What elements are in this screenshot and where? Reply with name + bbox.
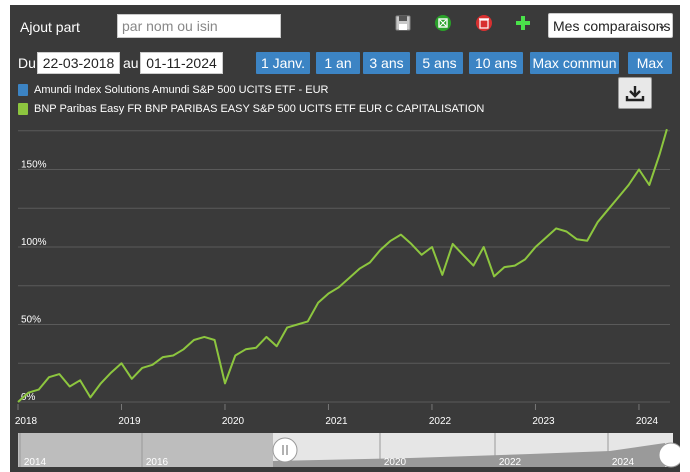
comparison-chart-panel: Ajout part Mes comparaisons ⌄ Du 22-03-: [10, 5, 680, 472]
range-button-3-ans[interactable]: 3 ans: [363, 52, 410, 74]
x-tick-label: 2018: [15, 416, 38, 427]
legend-label-amundi: Amundi Index Solutions Amundi S&P 500 UC…: [34, 84, 329, 96]
x-tick-label: 2019: [118, 416, 141, 427]
date-to-label: au: [123, 55, 139, 71]
range-button-5-ans[interactable]: 5 ans: [416, 52, 463, 74]
x-tick-label: 2023: [532, 416, 555, 427]
range-button-1-an[interactable]: 1 an: [316, 52, 360, 74]
navigator-label: 2016: [146, 457, 169, 468]
navigator-label: 2020: [384, 457, 407, 468]
legend-item-amundi[interactable]: Amundi Index Solutions Amundi S&P 500 UC…: [18, 84, 328, 96]
y-tick-label: 50%: [21, 315, 41, 326]
range-button-max-commun[interactable]: Max commun: [530, 52, 619, 74]
legend-swatch-amundi: [18, 84, 28, 96]
legend-label-bnp: BNP Paribas Easy FR BNP PARIBAS EASY S&P…: [34, 103, 485, 115]
date-from-input[interactable]: 22-03-2018: [37, 52, 120, 74]
navigator-label: 2022: [499, 457, 522, 468]
date-to-input[interactable]: 01-11-2024: [140, 52, 223, 74]
legend-swatch-bnp: [18, 103, 28, 115]
y-tick-label: 100%: [21, 237, 47, 248]
comparisons-select[interactable]: Mes comparaisons ⌄: [548, 13, 673, 38]
series-line-1: [17, 128, 668, 403]
navigator-handle-right[interactable]: [658, 442, 680, 468]
excel-icon[interactable]: [433, 13, 453, 33]
navigator-handle-left[interactable]: [272, 437, 298, 463]
navigator-label: 2014: [24, 457, 47, 468]
range-button-max[interactable]: Max: [628, 52, 672, 74]
delete-icon[interactable]: [474, 13, 494, 33]
legend-item-bnp[interactable]: BNP Paribas Easy FR BNP PARIBAS EASY S&P…: [18, 103, 484, 115]
add-icon[interactable]: [513, 13, 533, 33]
y-tick-label: 0%: [21, 392, 36, 403]
date-from-label: Du: [18, 55, 36, 71]
download-icon: [625, 86, 645, 102]
navigator-label: 2024: [612, 457, 635, 468]
x-tick-label: 2021: [325, 416, 348, 427]
range-button-1-janv[interactable]: 1 Janv.: [256, 52, 310, 74]
performance-chart: 0% 50% 100% 150% 2018 2019 2020 2021 2022 2023 202…: [15, 128, 680, 468]
navigator-area: [273, 443, 665, 467]
add-part-label: Ajout part: [20, 19, 80, 35]
navigator-grip-icon: [282, 445, 288, 455]
x-tick-label: 2022: [429, 416, 452, 427]
x-tick-label: 2020: [222, 416, 245, 427]
save-icon[interactable]: [393, 13, 413, 33]
x-tick-label: 2024: [636, 416, 659, 427]
search-input[interactable]: [117, 14, 281, 38]
range-button-10-ans[interactable]: 10 ans: [469, 52, 523, 74]
comparisons-select-label: Mes comparaisons: [553, 17, 671, 34]
chevron-down-icon: ⌄: [656, 18, 667, 32]
download-button[interactable]: [618, 77, 652, 109]
y-tick-label: 150%: [21, 160, 47, 171]
